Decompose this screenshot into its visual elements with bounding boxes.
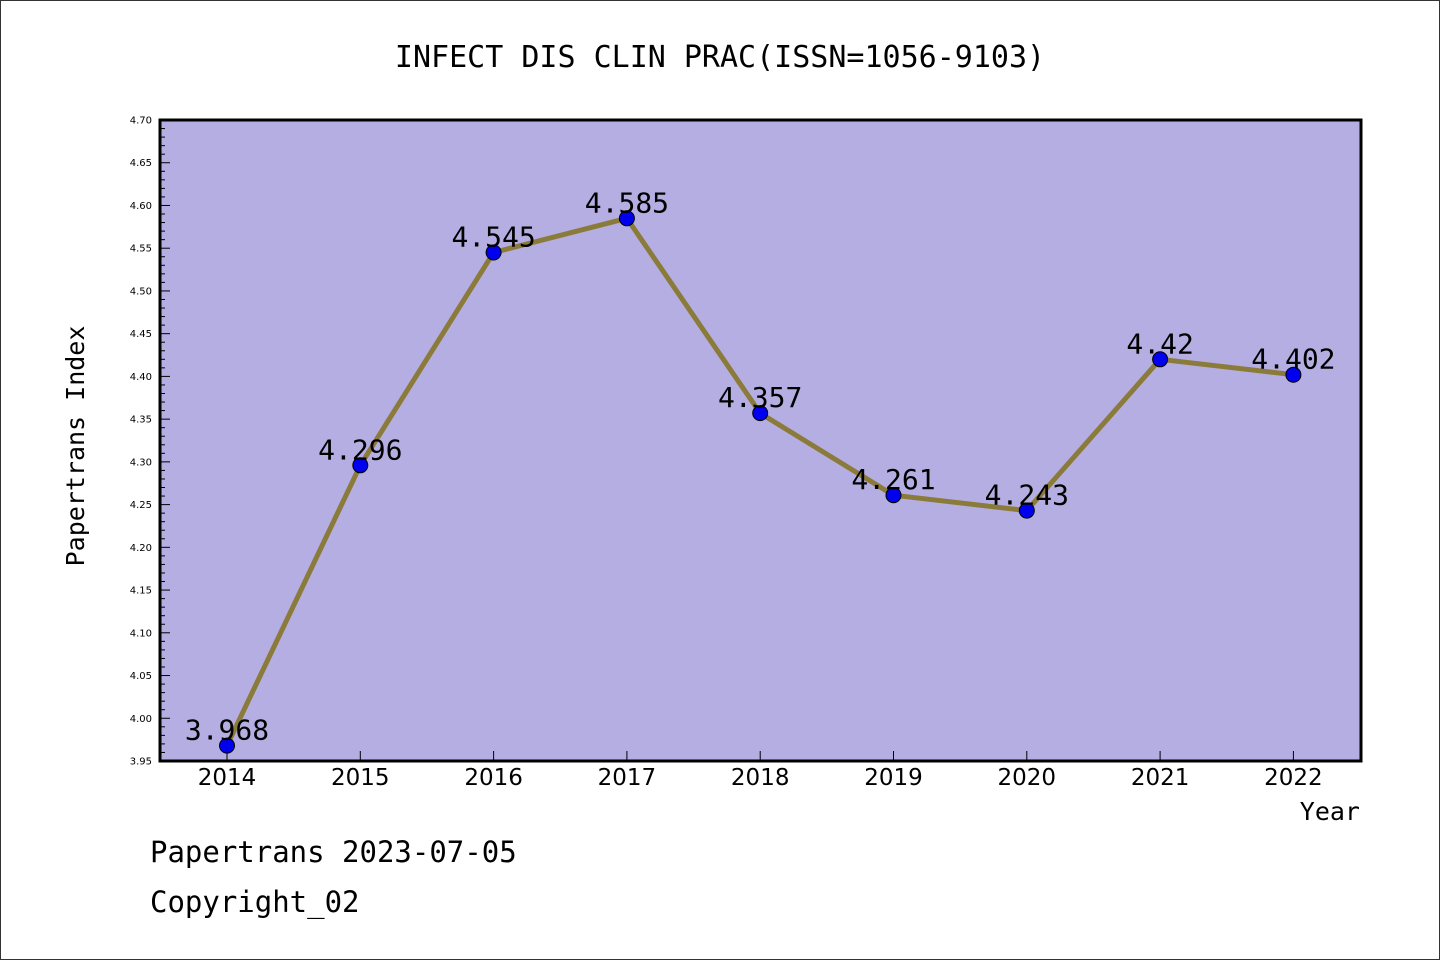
data-point-marker: [1018, 502, 1035, 519]
data-point-marker: [752, 405, 769, 422]
x-axis-label: Year: [1300, 797, 1360, 826]
data-label: 4.402: [1251, 343, 1335, 376]
x-tick-label: 2018: [731, 765, 790, 791]
x-tick-label: 2021: [1131, 765, 1190, 791]
y-axis-label: Papertrans Index: [61, 326, 90, 567]
x-axis-tick-labels: 2014 2015 2016 2017 2018 2019 2020 2021 2022: [198, 765, 1323, 791]
chart-title: INFECT DIS CLIN PRAC(ISSN=1056-9103): [395, 40, 1045, 75]
y-tick-label: 4.25: [130, 500, 152, 511]
footer-date: Papertrans 2023-07-05: [150, 835, 517, 869]
data-label: 4.261: [851, 463, 935, 496]
y-tick-label: 4.20: [130, 543, 152, 554]
x-tick-label: 2017: [598, 765, 657, 791]
data-label: 4.585: [585, 186, 669, 219]
x-tick-label: 2016: [464, 765, 523, 791]
x-axis-ticks: [226, 751, 1294, 761]
y-axis-tick-labels: 3.95 4.00 4.05 4.10 4.15 4.20 4.25 4.30 4.35 4.40…: [130, 116, 152, 768]
data-point-marker: [618, 210, 635, 227]
x-tick-label: 2022: [1264, 765, 1323, 791]
data-label: 4.243: [985, 479, 1069, 512]
series-markers: [219, 210, 1302, 754]
data-point-marker: [1152, 351, 1169, 368]
y-tick-label: 3.95: [130, 757, 152, 768]
y-tick-label: 4.10: [130, 628, 152, 639]
footer-copyright: Copyright_02: [150, 885, 360, 919]
x-tick-label: 2019: [864, 765, 923, 791]
data-label: 4.42: [1126, 327, 1193, 360]
y-axis-ticks: [160, 119, 170, 762]
data-label: 4.357: [718, 381, 802, 414]
y-tick-label: 4.05: [130, 671, 152, 682]
data-point-marker: [485, 244, 502, 261]
y-tick-label: 4.50: [130, 286, 152, 297]
y-tick-label: 4.30: [130, 457, 152, 468]
y-tick-label: 4.35: [130, 415, 152, 426]
data-point-marker: [885, 487, 902, 504]
data-point-marker: [352, 457, 369, 474]
y-tick-label: 4.15: [130, 586, 152, 597]
x-tick-label: 2015: [331, 765, 390, 791]
y-tick-label: 4.65: [130, 158, 152, 169]
data-label: 4.545: [451, 220, 535, 253]
y-tick-label: 4.60: [130, 201, 152, 212]
data-point-marker: [1285, 366, 1302, 383]
y-tick-label: 4.70: [130, 116, 152, 127]
data-label: 4.296: [318, 433, 402, 466]
x-tick-label: 2020: [998, 765, 1057, 791]
y-tick-label: 4.40: [130, 372, 152, 383]
data-labels: 3.968 4.296 4.545 4.585 4.357 4.261 4.243 4.42 4…: [185, 186, 1336, 746]
y-tick-label: 4.00: [130, 714, 152, 725]
y-tick-label: 4.45: [130, 329, 152, 340]
data-point-marker: [219, 737, 235, 754]
x-tick-label: 2014: [198, 765, 257, 791]
y-tick-label: 4.55: [130, 244, 152, 255]
plot-area: [158, 118, 1363, 763]
data-label: 3.968: [185, 714, 269, 747]
